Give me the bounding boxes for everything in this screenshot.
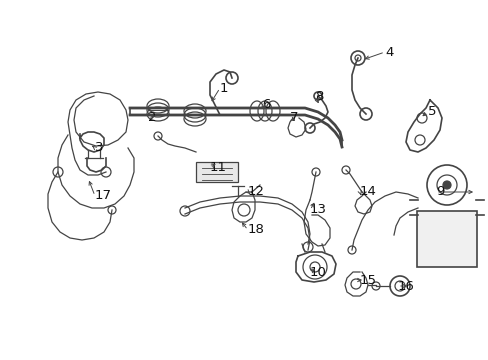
Text: 4: 4 [384,45,392,58]
Text: 8: 8 [314,90,323,103]
Text: 16: 16 [397,279,414,292]
Bar [196,162,238,182]
Text: 2: 2 [148,112,156,125]
Text: 18: 18 [247,224,264,237]
Text: 10: 10 [309,265,326,279]
Text: 6: 6 [262,98,270,111]
Text: 1: 1 [220,81,228,94]
Text: 17: 17 [95,189,112,202]
FancyBboxPatch shape [416,211,476,267]
Text: 13: 13 [309,203,326,216]
Text: 15: 15 [359,274,376,287]
Text: 14: 14 [359,185,376,198]
Text: 5: 5 [427,105,436,118]
Text: 11: 11 [209,162,226,175]
Text: 3: 3 [95,141,103,154]
Text: 9: 9 [435,185,444,198]
Text: 12: 12 [247,185,264,198]
Circle shape [442,181,450,189]
Text: 7: 7 [289,112,298,125]
